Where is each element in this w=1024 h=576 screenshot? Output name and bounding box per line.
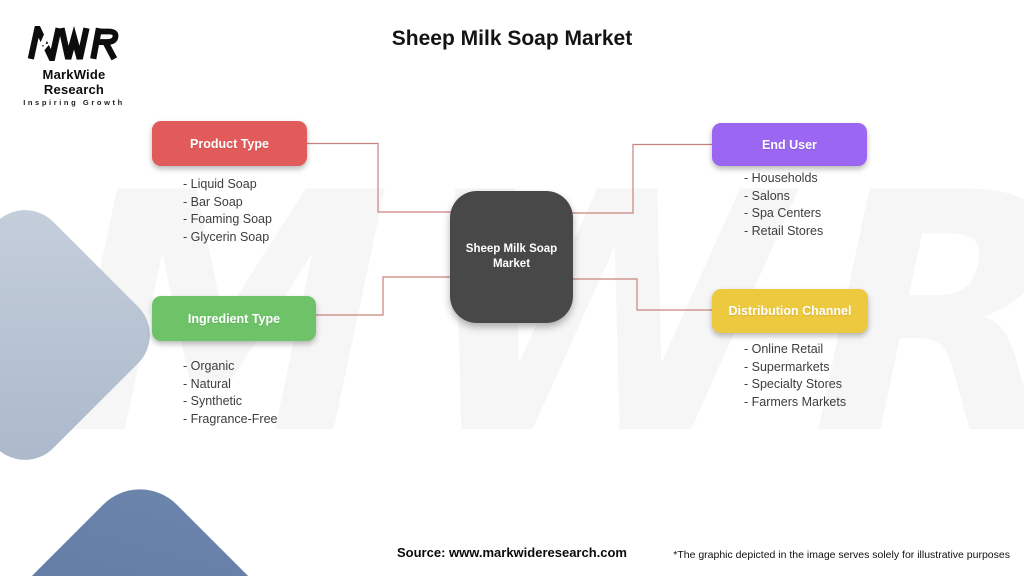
logo-mwr-monogram — [27, 18, 119, 69]
segment-item: - Organic — [183, 359, 235, 373]
segment-item: - Natural — [183, 376, 231, 391]
category-label: Product Type — [190, 136, 269, 151]
category-header-product-type: Product Type — [152, 121, 307, 166]
segment-item: - Foaming Soap — [183, 212, 272, 226]
connector-end-user — [571, 143, 712, 214]
category-header-end-user: End User — [712, 123, 867, 166]
disclaimer-note: *The graphic depicted in the image serve… — [673, 549, 1010, 561]
connector-distribution-channel — [571, 278, 712, 311]
segment-item: - Glycerin Soap — [183, 229, 270, 244]
category-label: Ingredient Type — [187, 311, 281, 326]
source-attribution: Source: www.markwideresearch.com — [396, 545, 628, 560]
category-items-distribution-channel: - Online Retail - Supermarkets - Special… — [744, 341, 846, 411]
logo-company-name: MarkWide Research — [42, 67, 106, 97]
center-market-node: Sheep Milk Soap Market — [450, 191, 573, 323]
segment-item: - Online Retail — [744, 342, 824, 356]
segment-item: - Farmers Markets — [744, 394, 847, 409]
segment-item: - Specialty Stores — [744, 377, 842, 391]
segment-item: - Liquid Soap — [183, 177, 257, 191]
segment-item: - Spa Centers — [744, 206, 822, 220]
category-header-ingredient-type: Ingredient Type — [152, 296, 316, 341]
connector-ingredient-type — [316, 276, 452, 316]
segment-item: - Salons — [744, 188, 790, 203]
category-items-end-user: - Households - Salons - Spa Centers - Re… — [744, 170, 823, 240]
connector-product-type — [307, 142, 452, 213]
segment-item: - Supermarkets — [744, 359, 830, 374]
lightning-bolt-icon — [39, 33, 50, 56]
logo-tagline: Inspiring Growth — [23, 98, 125, 107]
category-items-product-type: - Liquid Soap - Bar Soap - Foaming Soap … — [183, 176, 272, 246]
segment-item: - Synthetic — [183, 394, 243, 408]
center-market-label: Sheep Milk Soap Market — [465, 243, 558, 270]
category-header-distribution-channel: Distribution Channel — [712, 289, 868, 333]
segment-item: - Fragrance-Free — [183, 411, 278, 426]
category-label: End User — [762, 137, 817, 152]
page-title: Sheep Milk Soap Market — [391, 27, 633, 50]
segment-item: - Households — [744, 171, 818, 185]
brand-logo: MarkWide Research Inspiring Growth — [18, 18, 130, 107]
category-label: Distribution Channel — [728, 304, 852, 318]
segment-item: - Bar Soap — [183, 194, 243, 209]
category-items-ingredient-type: - Organic - Natural - Synthetic - Fragra… — [183, 358, 277, 428]
segment-item: - Retail Stores — [744, 223, 824, 238]
